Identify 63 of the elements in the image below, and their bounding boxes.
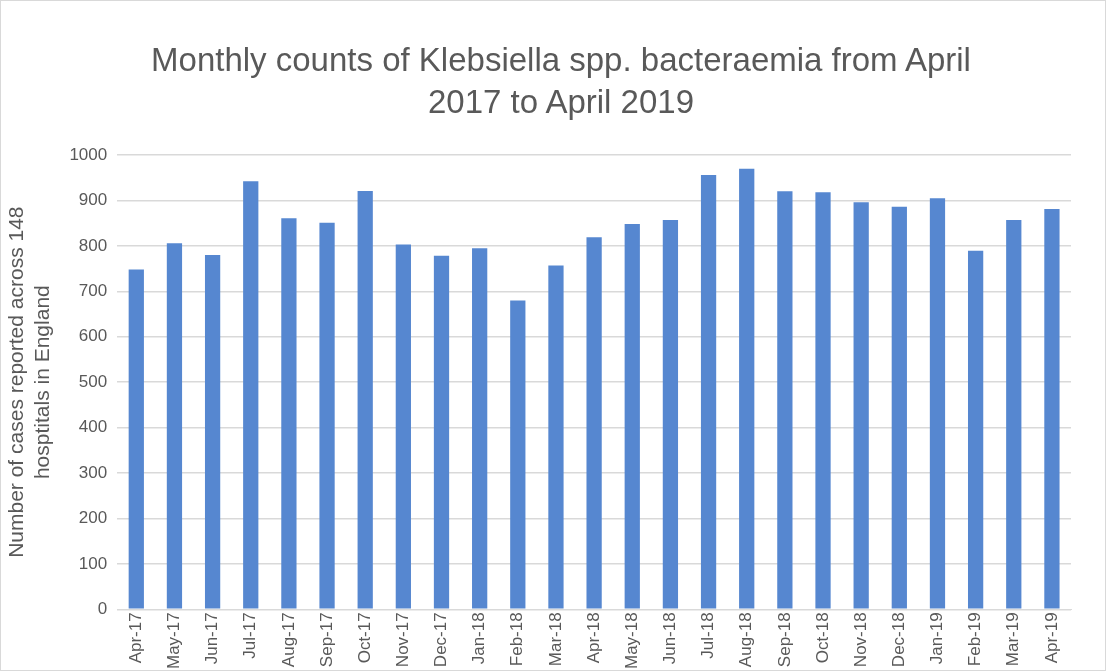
bar — [929, 198, 946, 609]
bar — [624, 224, 640, 609]
bar — [128, 269, 144, 609]
y-tick-label: 400 — [78, 417, 108, 437]
x-tick-label: Apr-17 — [125, 612, 145, 664]
bar — [166, 243, 183, 609]
x-tick-label: Jun-18 — [660, 612, 680, 665]
bar — [357, 190, 373, 609]
x-tick-label: Nov-18 — [850, 612, 870, 668]
bar — [433, 255, 450, 609]
x-tick-label: Aug-17 — [278, 612, 298, 668]
bar — [319, 222, 335, 609]
bar — [243, 181, 259, 609]
x-tick-label: Dec-17 — [431, 612, 451, 668]
bar — [853, 202, 869, 609]
y-tick-label: 200 — [78, 508, 108, 528]
bar — [395, 244, 411, 609]
bar — [586, 237, 602, 609]
x-tick-label: Mar-18 — [545, 612, 565, 667]
y-tick-label: 600 — [78, 326, 108, 346]
x-tick-label: Oct-17 — [354, 612, 374, 664]
x-tick-label: Jul-18 — [698, 612, 718, 659]
x-tick-label: Oct-18 — [812, 612, 832, 664]
x-tick-label: May-18 — [621, 612, 641, 669]
chart-title: Monthly counts of Klebsiella spp. bacteraemia from April 2017 to April 2019 — [150, 40, 972, 122]
y-tick-label: 700 — [78, 280, 108, 300]
bar — [777, 191, 793, 609]
bar — [662, 219, 679, 609]
bar — [1006, 219, 1022, 609]
bar — [739, 168, 755, 609]
x-tick-label: May-17 — [164, 612, 184, 669]
x-tick-label: Aug-18 — [736, 612, 756, 668]
x-tick-label: Dec-18 — [889, 612, 909, 668]
x-tick-label: Jan-19 — [927, 612, 947, 665]
bar — [1044, 209, 1060, 609]
y-tick-label: 900 — [78, 190, 108, 210]
bar — [510, 300, 526, 609]
x-tick-label: Feb-18 — [507, 612, 527, 667]
y-tick-label: 500 — [78, 371, 108, 391]
x-tick-label: Sep-18 — [774, 612, 794, 668]
bar — [891, 206, 907, 609]
bar — [548, 265, 564, 609]
x-tick-label: Feb-19 — [965, 612, 985, 667]
x-tick-label: Nov-17 — [393, 612, 413, 668]
bar — [472, 248, 488, 609]
bar — [700, 174, 717, 609]
bar — [967, 250, 984, 609]
x-tick-label: Jul-17 — [240, 612, 260, 659]
y-tick-label: 100 — [78, 553, 108, 573]
x-tick-label: Jun-17 — [202, 612, 222, 665]
x-tick-label: Sep-17 — [316, 612, 336, 668]
bar — [281, 218, 297, 609]
x-tick-label: Jan-18 — [469, 612, 489, 665]
x-tick-label: Apr-18 — [583, 612, 603, 664]
y-tick-label: 1000 — [69, 144, 108, 164]
x-tick-label: Apr-19 — [1041, 612, 1061, 664]
x-tick-label: Mar-19 — [1003, 612, 1023, 667]
y-tick-label: 300 — [78, 462, 108, 482]
bar — [204, 254, 221, 609]
y-tick-label: 0 — [97, 599, 108, 618]
y-tick-label: 800 — [78, 235, 108, 255]
bar — [815, 192, 831, 609]
y-axis-title: Number of cases reported across 148 hosptitals in England — [4, 206, 53, 558]
